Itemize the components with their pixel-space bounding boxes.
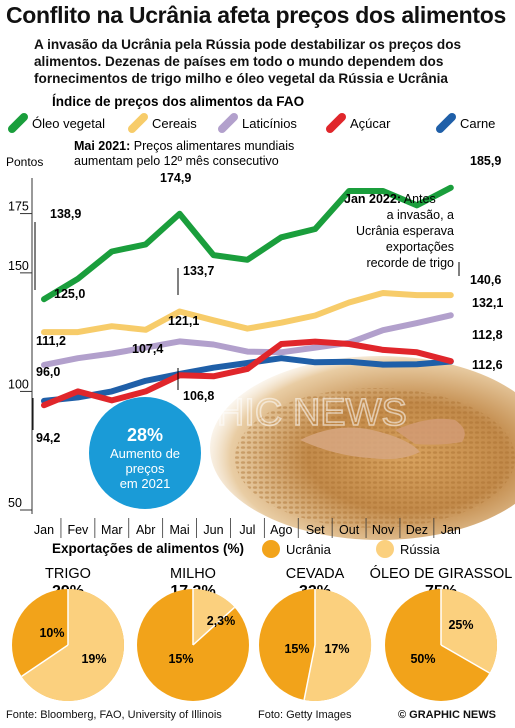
x-tick-label: Ago xyxy=(270,523,292,537)
pie-name: MILHO xyxy=(170,566,216,582)
svg-text:Cereais: Cereais xyxy=(152,116,197,131)
value-label-carne_mai: 107,4 xyxy=(132,342,163,356)
legend-oleo: Óleo vegetal xyxy=(8,113,105,133)
pie-name: ÓLEO DE GIRASSOL xyxy=(370,565,513,582)
pie-1: MILHO17,3%15%2,3% xyxy=(137,566,249,701)
svg-text:a invasão, a: a invasão, a xyxy=(387,208,454,222)
x-tick-label: Abr xyxy=(136,523,155,537)
legend-acucar: Açúcar xyxy=(326,113,391,133)
pie-divider xyxy=(303,644,316,701)
page-subtitle: A invasão da Ucrânia pela Rússia pode de… xyxy=(34,37,462,86)
svg-text:Mai 2021: Preços alimentares m: Mai 2021: Preços alimentares mundiais xyxy=(74,139,294,153)
pie-slice-russia xyxy=(441,589,498,673)
pie-2: CEVADA32%15%17% xyxy=(259,566,372,701)
photo-credit: Foto: Getty Images xyxy=(258,709,352,721)
svg-text:aumentam pelo 12º mês consecut: aumentam pelo 12º mês consecutivo xyxy=(74,154,279,168)
x-tick-label: Mar xyxy=(101,523,123,537)
pie-divider xyxy=(21,644,69,678)
y-tick-label: 150 xyxy=(8,259,29,273)
x-tick-label: Jul xyxy=(239,523,255,537)
pie-label-ucrania: 15% xyxy=(284,642,309,656)
svg-text:Laticínios: Laticínios xyxy=(242,116,297,131)
legend-russia: Rússia xyxy=(400,542,441,557)
x-axis: Jan Fev Mar Abr Mai Jun Jul Ago Set Out Nov Dez Jan xyxy=(34,518,461,538)
value-label-oleo_mai: 174,9 xyxy=(160,171,191,185)
exports-title: Exportações de alimentos (%) xyxy=(52,541,244,556)
legend-russia-swatch xyxy=(376,540,394,558)
pie-label-russia: 17% xyxy=(324,642,349,656)
value-label-carne_jan: 96,0 xyxy=(36,365,60,379)
svg-text:Ucrânia esperava: Ucrânia esperava xyxy=(356,224,454,238)
value-label-laticinios_jan: 111,2 xyxy=(36,334,66,348)
svg-text:Jan 2022: Antes: Jan 2022: Antes xyxy=(344,192,436,206)
value-label-carne_end: 112,6 xyxy=(472,358,503,372)
legend-ucrania: Ucrânia xyxy=(286,542,332,557)
y-tick-label: 50 xyxy=(8,496,22,510)
grain-photo xyxy=(210,356,515,540)
x-tick-label: Nov xyxy=(372,523,395,537)
y-tick-label: 175 xyxy=(8,200,29,214)
pie-0: TRIGO29%10%19% xyxy=(12,566,124,701)
pie-label-ucrania: 10% xyxy=(39,626,64,640)
pie-label-ucrania: 15% xyxy=(168,652,193,666)
x-tick-label: Fev xyxy=(67,523,89,537)
legend-laticinios: Laticínios xyxy=(218,113,297,133)
chart-title: Índice de preços dos alimentos da FAO xyxy=(52,94,304,109)
annotation-jan-2022: Jan 2022: Antes a invasão, a Ucrânia esp… xyxy=(344,192,460,276)
value-label-laticinios_mai: 121,1 xyxy=(168,314,199,328)
x-tick-label: Dez xyxy=(406,523,428,537)
page-title: Conflito na Ucrânia afeta preços dos ali… xyxy=(6,2,506,28)
pie-slice-russia xyxy=(304,588,372,701)
svg-text:Carne: Carne xyxy=(460,116,495,131)
value-label-acucar_jan: 94,2 xyxy=(36,431,60,445)
pie-3: ÓLEO DE GIRASSOL75%50%25% xyxy=(370,565,513,701)
x-tick-label: Jun xyxy=(203,523,223,537)
value-label-oleo_end: 185,9 xyxy=(470,154,501,168)
svg-text:recorde de trigo: recorde de trigo xyxy=(366,256,454,270)
x-tick-label: Jan xyxy=(441,523,461,537)
annotation-mai-2021: Mai 2021: Preços alimentares mundiais au… xyxy=(74,139,294,168)
legend-cereais: Cereais xyxy=(128,113,197,133)
value-label-acucar_mai: 106,8 xyxy=(183,389,214,403)
y-axis-label: Pontos xyxy=(6,155,43,169)
legend-ucrania-swatch xyxy=(262,540,280,558)
svg-text:28%: 28% xyxy=(127,425,163,445)
legend-carne: Carne xyxy=(436,113,495,133)
pie-label-russia: 2,3% xyxy=(207,614,236,628)
x-tick-label: Mai xyxy=(170,523,190,537)
svg-text:Óleo vegetal: Óleo vegetal xyxy=(32,116,105,131)
pie-label-ucrania: 50% xyxy=(410,652,435,666)
value-label-oleo_jan: 138,9 xyxy=(50,207,81,221)
legend: Óleo vegetal Cereais Laticínios Açúcar C… xyxy=(8,113,495,133)
pie-label-russia: 19% xyxy=(81,652,106,666)
value-label-cereais_end: 140,6 xyxy=(470,273,501,287)
pie-name: TRIGO xyxy=(45,566,91,582)
svg-text:Açúcar: Açúcar xyxy=(350,116,391,131)
pie-divider xyxy=(440,644,490,674)
price-increase-badge: 28% Aumento de preços em 2021 xyxy=(89,397,201,509)
svg-text:Aumento de: Aumento de xyxy=(110,446,180,461)
value-label-cereais_jan: 125,0 xyxy=(54,287,85,301)
svg-text:em 2021: em 2021 xyxy=(120,476,171,491)
x-tick-label: Set xyxy=(306,523,325,537)
exports-legend: Ucrânia Rússia xyxy=(262,540,441,558)
svg-text:preços: preços xyxy=(125,461,165,476)
x-tick-label: Jan xyxy=(34,523,54,537)
pie-label-russia: 25% xyxy=(448,618,473,632)
value-label-laticinios_end: 132,1 xyxy=(472,296,503,310)
source-credit: Fonte: Bloomberg, FAO, University of Ill… xyxy=(6,709,222,721)
x-tick-label: Out xyxy=(339,523,360,537)
value-label-cereais_mai: 133,7 xyxy=(183,264,214,278)
copyright: © GRAPHIC NEWS xyxy=(398,709,496,721)
pie-slice-russia xyxy=(21,589,124,701)
svg-text:exportações: exportações xyxy=(386,240,454,254)
pie-name: CEVADA xyxy=(286,566,345,582)
value-label-acucar_end: 112,8 xyxy=(472,328,503,342)
pie-divider xyxy=(192,606,236,646)
pie-slice-russia xyxy=(193,589,235,645)
y-tick-label: 100 xyxy=(8,377,29,391)
